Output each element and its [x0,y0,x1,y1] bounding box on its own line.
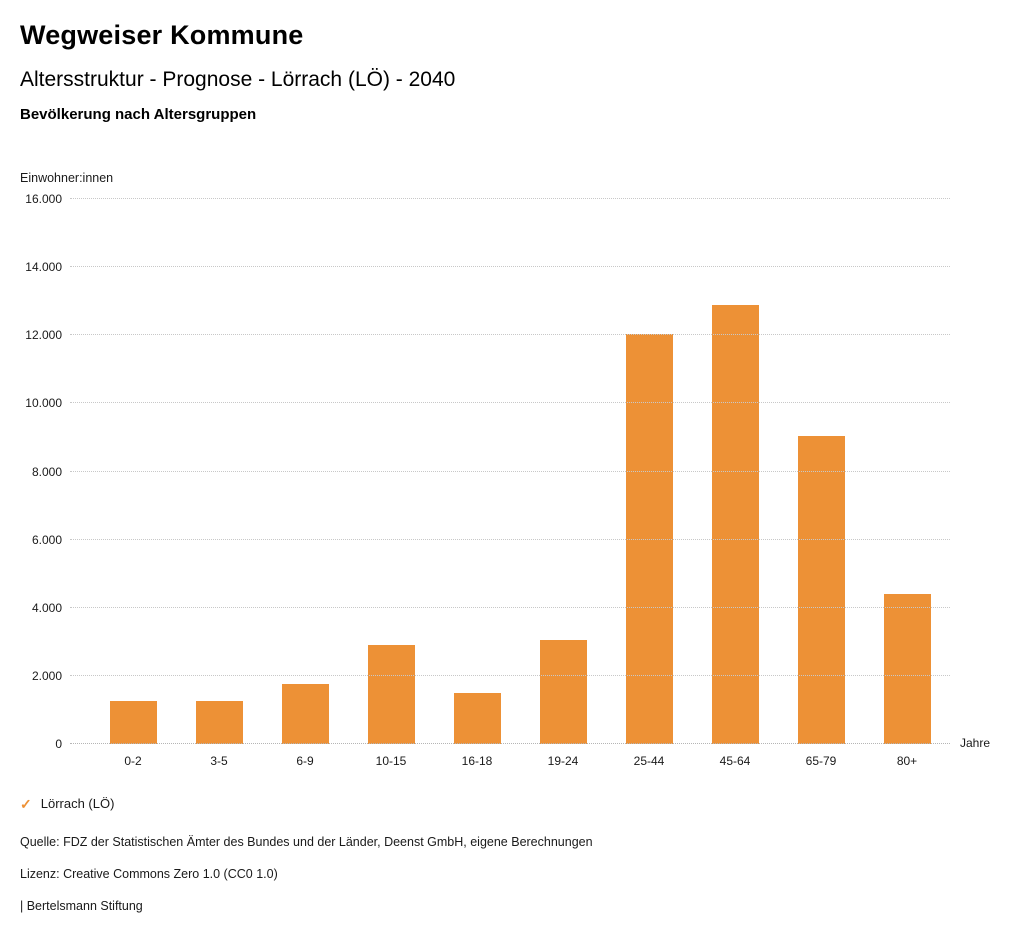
bar-6-9[interactable] [281,684,329,744]
gridline [70,334,950,336]
x-tick-label-3-5: 3-5 [210,754,228,768]
y-tick-label: 8.000 [31,464,62,479]
bar-3-5[interactable] [195,701,243,744]
x-tick-label-6-9: 6-9 [296,754,314,768]
gridline [70,402,950,404]
bar-65-79[interactable] [797,435,845,744]
bar-column [434,199,520,744]
x-tick-label-10-15: 10-15 [375,754,407,768]
y-tick-label: 14.000 [25,260,62,275]
bar-column [864,199,950,744]
y-tick-label: 16.000 [25,192,62,206]
x-tick-label-0-2: 0-2 [124,754,142,768]
y-tick-label: 12.000 [25,328,62,343]
license-text: Lizenz: Creative Commons Zero 1.0 (CC0 1… [20,867,278,881]
bar-column [778,199,864,744]
bar-column [520,199,606,744]
bar-80+[interactable] [883,594,931,744]
y-axis-label: Einwohner:innen [20,171,114,185]
bar-chart: Jahre 0 2.000 4.000 6.000 8.000 10.000 12.000 1… [25,192,990,768]
x-tick-label-45-64: 45-64 [719,754,751,768]
gridline [70,266,950,268]
x-tick-label-80+: 80+ [896,754,918,768]
bar-45-64[interactable] [711,304,759,744]
y-tick-label: 10.000 [25,396,62,411]
bars-container [90,199,950,744]
y-tick-label: 0 [55,737,62,751]
checkmark-icon: ✓ [20,795,32,812]
gridline [70,674,950,676]
x-axis-tick-labels: 0-2 3-5 6-9 10-15 16-18 19-24 25-44 45-64 65-79 8… [90,744,950,768]
chart-footer: Quelle: FDZ der Statistischen Ämter des … [20,835,1024,913]
source-text: Quelle: FDZ der Statistischen Ämter des … [20,835,593,849]
bar-column [606,199,692,744]
gridline [70,743,950,744]
x-tick-label-25-44: 25-44 [633,754,665,768]
x-axis-label: Jahre [960,736,991,750]
bar-10-15[interactable] [367,645,415,744]
x-tick-label-65-79: 65-79 [805,754,837,768]
bar-16-18[interactable] [453,692,501,744]
y-tick-label: 6.000 [31,532,62,547]
bar-column [176,199,262,744]
plot-area: Jahre 0 2.000 4.000 6.000 8.000 10.000 12.000 1… [25,192,990,751]
bar-column [348,199,434,744]
chart-subtitle: Bevölkerung nach Altersgruppen [20,106,257,123]
page-title: Wegweiser Kommune [20,20,304,50]
x-tick-label-16-18: 16-18 [461,754,493,768]
x-tick-label-19-24: 19-24 [547,754,579,768]
gridline [70,198,950,199]
y-tick-label: 4.000 [31,600,62,615]
bar-column [262,199,348,744]
legend-item-loerrach[interactable]: ✓ Lörrach (LÖ) [20,796,114,811]
bar-0-2[interactable] [109,701,157,744]
gridline [70,606,950,608]
bar-column [692,199,778,744]
bar-19-24[interactable] [539,640,587,744]
chart-title: Altersstruktur - Prognose - Lörrach (LÖ)… [20,68,456,91]
chart-header: Wegweiser Kommune Altersstruktur - Progn… [0,0,1024,123]
bar-column [90,199,176,744]
gridline [70,538,950,540]
gridline [70,470,950,472]
attribution-text: | Bertelsmann Stiftung [20,899,143,913]
legend-label: Lörrach (LÖ) [40,796,115,811]
y-tick-label: 2.000 [31,668,62,683]
